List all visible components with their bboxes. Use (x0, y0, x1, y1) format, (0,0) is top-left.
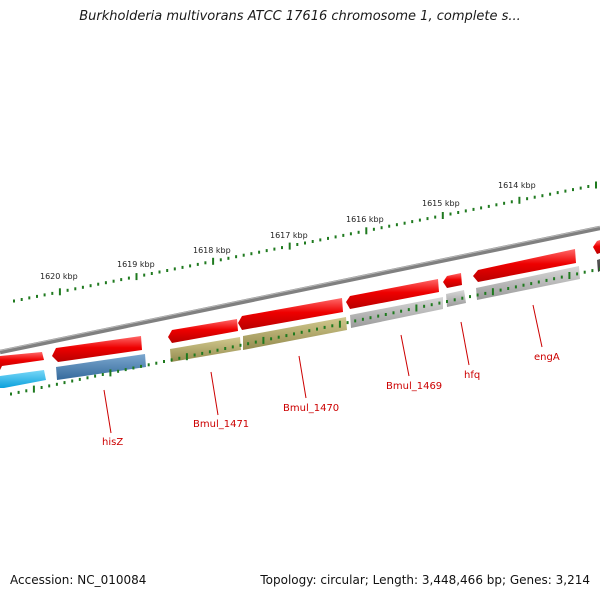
reverse-strand (0, 259, 600, 388)
gene-Bmul_1471[interactable] (168, 319, 238, 343)
leader-engA (532, 304, 543, 348)
gene-Bmul_1470[interactable] (238, 298, 343, 330)
outer-ruler (13, 181, 597, 303)
leader-hfq (460, 321, 470, 366)
ruler-label-1616: 1616 kbp (346, 215, 384, 224)
gene-hisZ[interactable] (52, 336, 142, 362)
map-title: Burkholderia multivorans ATCC 17616 chro… (79, 9, 521, 24)
leader-Bmul_1471 (210, 371, 219, 416)
gene-hfq[interactable] (443, 273, 462, 288)
forward-strand (0, 240, 600, 370)
leader-Bmul_1470 (298, 355, 307, 399)
label-leaders (103, 304, 543, 434)
gene-engA[interactable] (473, 249, 576, 282)
ruler-label-1619: 1619 kbp (117, 260, 155, 269)
gene-forward-right-edge[interactable] (593, 240, 600, 254)
gene-label-Bmul_1470: Bmul_1470 (283, 403, 339, 414)
gene-reverse-gray-1[interactable] (350, 297, 443, 328)
gene-Bmul_1469[interactable] (346, 279, 439, 309)
ruler-label-1620: 1620 kbp (40, 272, 78, 281)
ruler-label-1614: 1614 kbp (498, 181, 536, 190)
gene-label-Bmul_1469: Bmul_1469 (386, 381, 442, 392)
gene-reverse-gray-2[interactable] (446, 290, 466, 307)
gene-reverse-cyan[interactable] (0, 370, 46, 388)
gene-label-Bmul_1471: Bmul_1471 (193, 419, 249, 430)
gene-label-engA: engA (534, 352, 560, 363)
outer-ruler-labels: 1620 kbp 1619 kbp 1618 kbp 1617 kbp 1616… (40, 181, 536, 281)
gene-forward-left-edge[interactable] (0, 352, 44, 370)
leader-Bmul_1469 (400, 334, 410, 377)
ruler-label-1615: 1615 kbp (422, 199, 460, 208)
genome-stats: Topology: circular; Length: 3,448,466 bp… (260, 573, 590, 587)
ruler-label-1618: 1618 kbp (193, 246, 231, 255)
gene-reverse-gray-3[interactable] (476, 266, 580, 300)
gene-label-hfq: hfq (464, 370, 480, 381)
gene-reverse-blue[interactable] (56, 354, 146, 380)
leader-hisZ (103, 389, 112, 434)
gene-labels: hisZ Bmul_1471 Bmul_1470 Bmul_1469 hfq e… (102, 352, 560, 448)
ruler-label-1617: 1617 kbp (270, 231, 308, 240)
accession-label: Accession: NC_010084 (10, 573, 147, 587)
chromosome-backbone (0, 225, 600, 355)
gene-label-hisZ: hisZ (102, 437, 123, 448)
inner-ruler (10, 267, 600, 396)
